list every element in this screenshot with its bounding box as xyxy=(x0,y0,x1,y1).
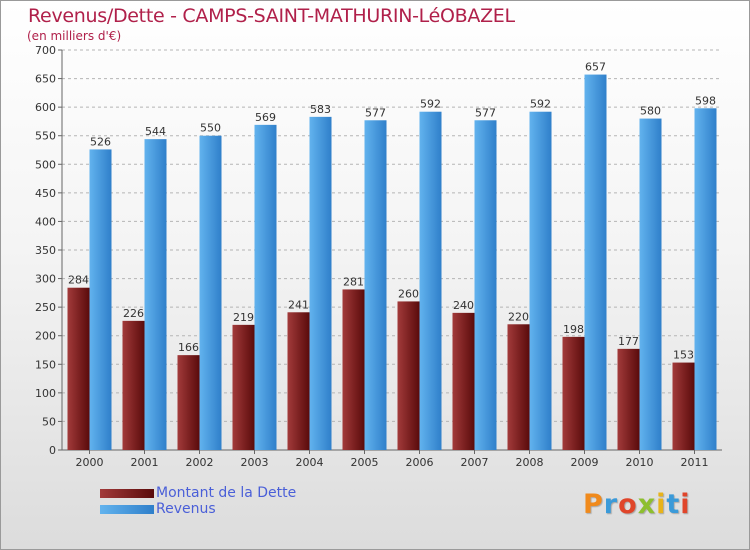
bar-dette xyxy=(397,301,420,450)
y-tick-label: 500 xyxy=(35,158,56,171)
logo-letter: o xyxy=(618,489,638,520)
bar-revenus xyxy=(364,120,387,451)
bar-revenus xyxy=(199,135,222,450)
bar-dette xyxy=(452,312,475,450)
x-tick-label: 2001 xyxy=(131,456,159,469)
data-label-dette: 177 xyxy=(618,335,639,348)
grid-lines xyxy=(62,49,722,451)
x-tick-label: 2008 xyxy=(516,456,544,469)
bar-dette xyxy=(122,320,145,450)
data-label-revenus: 598 xyxy=(695,94,716,107)
bar-revenus xyxy=(144,139,167,450)
y-tick-label: 0 xyxy=(49,444,56,457)
data-label-revenus: 526 xyxy=(90,135,111,148)
y-tick-label: 350 xyxy=(35,244,56,257)
logo-letter: P xyxy=(583,489,604,520)
y-tick-label: 650 xyxy=(35,73,56,86)
logo-letter: r xyxy=(603,489,619,520)
data-label-dette: 198 xyxy=(563,323,584,336)
data-label-dette: 241 xyxy=(288,298,309,311)
bar-dette xyxy=(232,324,255,450)
bar-revenus xyxy=(89,149,112,450)
bar-dette xyxy=(177,355,200,450)
proxiti-logo: Proxiti xyxy=(583,489,691,520)
data-label-revenus: 657 xyxy=(585,61,606,74)
y-tick-label: 150 xyxy=(35,358,56,371)
legend-swatch-dette xyxy=(100,489,154,498)
y-tick-label: 600 xyxy=(35,101,56,114)
bar-revenus xyxy=(474,120,497,451)
x-tick-label: 2003 xyxy=(241,456,269,469)
y-tick-label: 200 xyxy=(35,330,56,343)
data-label-revenus: 550 xyxy=(200,122,221,135)
data-label-revenus: 577 xyxy=(475,106,496,119)
y-tick-label: 300 xyxy=(35,273,56,286)
data-label-dette: 153 xyxy=(673,349,694,362)
x-tick-label: 2007 xyxy=(461,456,489,469)
bars xyxy=(67,74,717,451)
data-label-revenus: 569 xyxy=(255,111,276,124)
logo-letter: t xyxy=(666,489,681,520)
data-label-revenus: 592 xyxy=(530,98,551,111)
data-label-dette: 166 xyxy=(178,341,199,354)
data-labels: 284 526 226 544 166 550 219 569 241 583 281 577 260 5… xyxy=(68,61,716,362)
data-label-revenus: 577 xyxy=(365,106,386,119)
data-label-revenus: 580 xyxy=(640,105,661,118)
y-tick-label: 450 xyxy=(35,187,56,200)
y-tick-label: 250 xyxy=(35,301,56,314)
axes: 0 50 100 150 200 250 300 350 400 450 500 550 600 650 7… xyxy=(35,44,722,469)
bar-revenus xyxy=(529,111,552,450)
x-tick-label: 2005 xyxy=(351,456,379,469)
bar-dette xyxy=(67,287,90,450)
x-tick-label: 2006 xyxy=(406,456,434,469)
y-tick-label: 550 xyxy=(35,130,56,143)
data-label-dette: 220 xyxy=(508,310,529,323)
bar-dette xyxy=(672,362,695,450)
legend-label-revenus: Revenus xyxy=(156,501,216,517)
data-label-dette: 284 xyxy=(68,274,89,287)
data-label-revenus: 583 xyxy=(310,103,331,116)
logo-letter: x xyxy=(637,489,657,520)
bar-dette xyxy=(287,312,310,450)
bar-revenus xyxy=(639,118,662,451)
y-tick-label: 700 xyxy=(35,44,56,57)
bar-revenus xyxy=(309,116,332,450)
x-tick-label: 2009 xyxy=(571,456,599,469)
bar-dette xyxy=(562,336,585,450)
data-label-dette: 281 xyxy=(343,275,364,288)
logo-letter: i xyxy=(680,489,691,520)
x-tick-label: 2011 xyxy=(681,456,709,469)
y-tick-label: 100 xyxy=(35,387,56,400)
y-tick-label: 400 xyxy=(35,215,56,228)
bar-dette xyxy=(617,348,640,450)
legend-label-dette: Montant de la Dette xyxy=(156,485,297,501)
data-label-revenus: 544 xyxy=(145,125,166,138)
chart-title: Revenus/Dette - CAMPS-SAINT-MATHURIN-LéO… xyxy=(28,5,515,27)
bar-dette xyxy=(342,289,365,450)
chart-subtitle: (en milliers d'€) xyxy=(27,29,122,43)
x-tick-label: 2004 xyxy=(296,456,324,469)
bar-revenus xyxy=(419,111,442,450)
data-label-dette: 240 xyxy=(453,299,474,312)
x-tick-label: 2002 xyxy=(186,456,214,469)
bar-dette xyxy=(507,324,530,450)
logo-letter: i xyxy=(656,489,667,520)
data-label-dette: 260 xyxy=(398,287,419,300)
data-label-revenus: 592 xyxy=(420,98,441,111)
data-label-dette: 219 xyxy=(233,311,254,324)
x-tick-label: 2000 xyxy=(76,456,104,469)
y-tick-label: 50 xyxy=(42,415,56,428)
bar-revenus xyxy=(694,108,717,451)
x-tick-label: 2010 xyxy=(626,456,654,469)
data-label-dette: 226 xyxy=(123,307,144,320)
legend-swatch-revenus xyxy=(100,505,154,514)
bar-revenus xyxy=(584,74,607,451)
bar-revenus xyxy=(254,124,277,450)
